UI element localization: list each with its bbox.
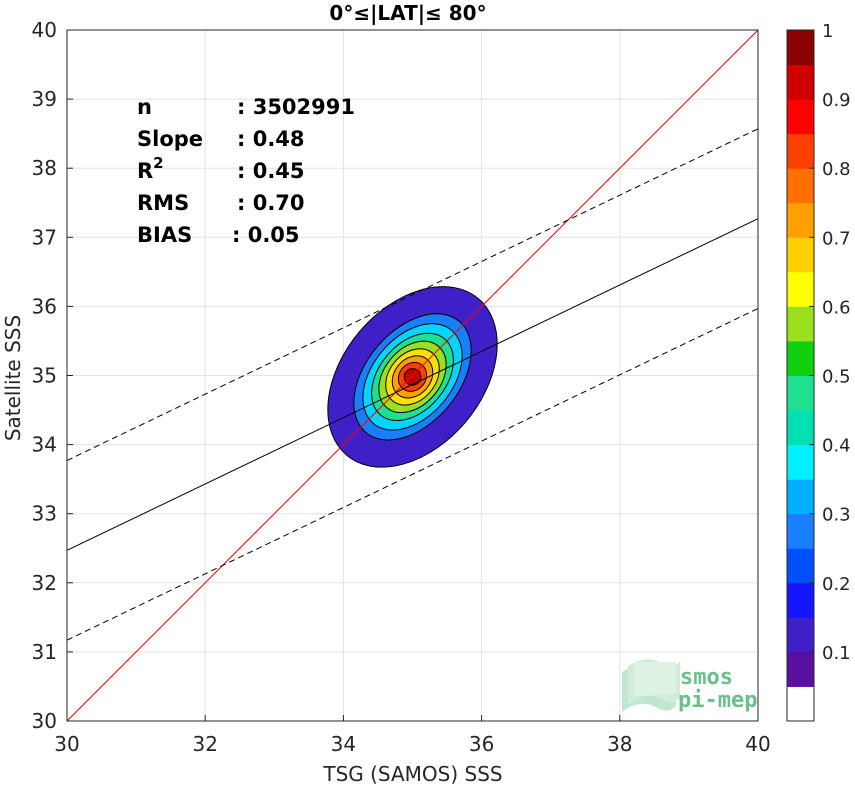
y-tick-label-0: 30 xyxy=(32,709,57,733)
smos-pi-mep-logo: smos pi-mep xyxy=(622,659,757,713)
y-tick-label-10: 40 xyxy=(32,18,57,42)
colorbar-segment-13 xyxy=(787,237,814,273)
y-tick-label-9: 39 xyxy=(32,87,57,111)
colorbar-segment-17 xyxy=(787,99,814,135)
colorbar-segment-12 xyxy=(787,271,814,307)
stat-label-3: RMS xyxy=(137,191,189,215)
colorbar-tick-label-7: 0.8 xyxy=(822,159,851,180)
y-tick-label-1: 31 xyxy=(32,640,57,664)
colorbar-tick-label-2: 0.3 xyxy=(822,505,851,526)
logo-icon xyxy=(622,659,680,712)
colorbar-segment-6 xyxy=(787,479,814,515)
colorbar-segment-11 xyxy=(787,306,814,342)
colorbar-tick-label-6: 0.7 xyxy=(822,228,851,249)
stat-label-4: BIAS xyxy=(137,223,192,247)
x-tick-label-3: 36 xyxy=(469,732,494,756)
colorbar-segment-18 xyxy=(787,64,814,100)
colorbar-segment-16 xyxy=(787,133,814,169)
x-tick-label-0: 30 xyxy=(54,732,79,756)
stat-label-0: n xyxy=(137,95,152,119)
colorbar-tick-label-4: 0.5 xyxy=(822,367,851,388)
y-axis-label: Satellite SSS xyxy=(1,315,25,441)
x-tick-label-2: 34 xyxy=(331,732,356,756)
colorbar-tick-label-8: 0.9 xyxy=(822,90,851,111)
colorbar-segment-9 xyxy=(787,375,814,411)
colorbar-segment-1 xyxy=(787,651,814,687)
fit-upper-bound-line xyxy=(67,128,758,461)
colorbar-segment-8 xyxy=(787,410,814,446)
identity-line xyxy=(67,30,758,721)
y-axis-ticks: 30 31 32 33 34 35 36 37 38 39 40 xyxy=(32,18,73,733)
x-tick-label-4: 38 xyxy=(607,732,632,756)
fit-line xyxy=(67,218,758,551)
x-axis-label: TSG (SAMOS) SSS xyxy=(322,762,502,786)
colorbar-segment-7 xyxy=(787,444,814,480)
stat-value-4: : 0.05 xyxy=(232,223,300,247)
x-tick-label-5: 40 xyxy=(745,732,770,756)
y-tick-label-8: 38 xyxy=(32,156,57,180)
colorbar-segment-0 xyxy=(787,686,814,722)
colorbar-segment-10 xyxy=(787,340,814,376)
colorbar-tick-label-9: 1 xyxy=(822,21,833,42)
stat-superscript: 2 xyxy=(153,154,163,172)
colorbar-tick-label-5: 0.6 xyxy=(822,297,851,318)
colorbar-segment-5 xyxy=(787,513,814,549)
y-tick-label-6: 36 xyxy=(32,294,57,318)
fit-lower-bound-line xyxy=(67,308,758,641)
x-tick-label-1: 32 xyxy=(192,732,217,756)
colorbar-tick-label-1: 0.2 xyxy=(822,574,851,595)
colorbar-segment-19 xyxy=(787,30,814,66)
colorbar-segment-4 xyxy=(787,548,814,584)
stat-value-3: : 0.70 xyxy=(237,191,305,215)
y-tick-label-2: 32 xyxy=(32,571,57,595)
y-tick-label-5: 35 xyxy=(32,364,57,388)
x-axis-ticks: 30 32 34 36 38 40 xyxy=(54,715,771,756)
colorbar-segment-14 xyxy=(787,202,814,238)
colorbar-tick-label-0: 0.1 xyxy=(822,643,851,664)
stat-label-1: Slope xyxy=(137,127,203,151)
y-tick-label-7: 37 xyxy=(32,225,57,249)
colorbar-tick-label-3: 0.4 xyxy=(822,436,851,457)
y-tick-label-3: 33 xyxy=(32,502,57,526)
colorbar-segment-3 xyxy=(787,582,814,618)
colorbar: 0.1 0.2 0.3 0.4 0.5 0.6 0.7 0.8 0.9 1 xyxy=(786,21,851,722)
stat-value-2: : 0.45 xyxy=(237,159,305,183)
colorbar-segment-2 xyxy=(787,617,814,653)
stat-value-0: : 3502991 xyxy=(237,95,355,119)
logo-line2: pi-mep xyxy=(678,688,757,713)
logo-line1: smos xyxy=(680,665,733,690)
stat-value-1: : 0.48 xyxy=(237,127,305,151)
chart-title: 0°≤|LAT|≤ 80° xyxy=(329,1,486,25)
y-tick-label-4: 34 xyxy=(32,433,57,457)
colorbar-segment-15 xyxy=(787,168,814,204)
reference-lines xyxy=(67,30,758,721)
